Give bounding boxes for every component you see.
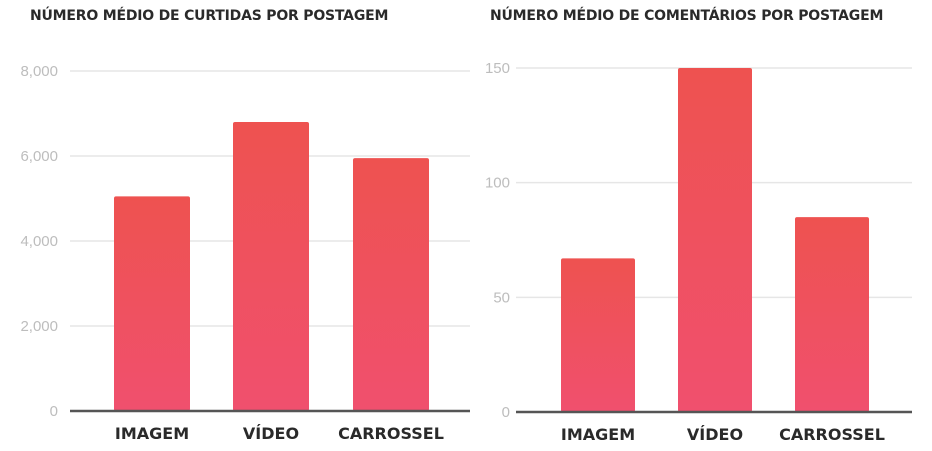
likes-x-category-label: IMAGEM (115, 424, 189, 443)
comments-x-category-label: VÍDEO (687, 425, 743, 444)
comments-y-tick-label: 50 (493, 289, 510, 306)
comments-bar-vídeo (678, 68, 752, 412)
likes-bar-chart: 0 2,000 4,000 6,000 8,000 IMAGEM VÍDEO CARROSSE… (20, 63, 470, 443)
likes-chart-title: NÚMERO MÉDIO DE CURTIDAS POR POSTAGEM (30, 8, 389, 24)
comments-bar-carrossel (795, 217, 869, 412)
comments-bar-imagem (561, 258, 635, 412)
likes-y-tick-label: 6,000 (20, 148, 58, 165)
likes-x-category-label: VÍDEO (243, 424, 299, 443)
comments-bar-chart: 0 50 100 150 IMAGEM VÍDEO CARROSSEL (485, 60, 912, 444)
likes-chart-panel: NÚMERO MÉDIO DE CURTIDAS POR POSTAGEM 0 2… (20, 8, 470, 443)
comments-x-category-label: CARROSSEL (779, 425, 885, 444)
likes-y-tick-label: 2,000 (20, 318, 58, 335)
comments-chart-panel: NÚMERO MÉDIO DE COMENTÁRIOS POR POSTAGEM… (466, 0, 932, 451)
likes-x-category-label: CARROSSEL (338, 424, 444, 443)
likes-bar-carrossel (353, 158, 429, 411)
likes-y-tick-label: 8,000 (20, 63, 58, 80)
comments-y-tick-label: 100 (485, 175, 510, 192)
likes-y-tick-label: 0 (50, 403, 58, 420)
likes-bar-imagem (114, 196, 190, 411)
comments-chart-title: NÚMERO MÉDIO DE COMENTÁRIOS POR POSTAGEM (490, 8, 884, 24)
likes-y-tick-label: 4,000 (20, 233, 58, 250)
likes-bar-vídeo (233, 122, 309, 411)
comments-x-category-label: IMAGEM (561, 425, 635, 444)
comments-y-tick-label: 0 (502, 404, 510, 421)
comments-y-tick-label: 150 (485, 60, 510, 77)
